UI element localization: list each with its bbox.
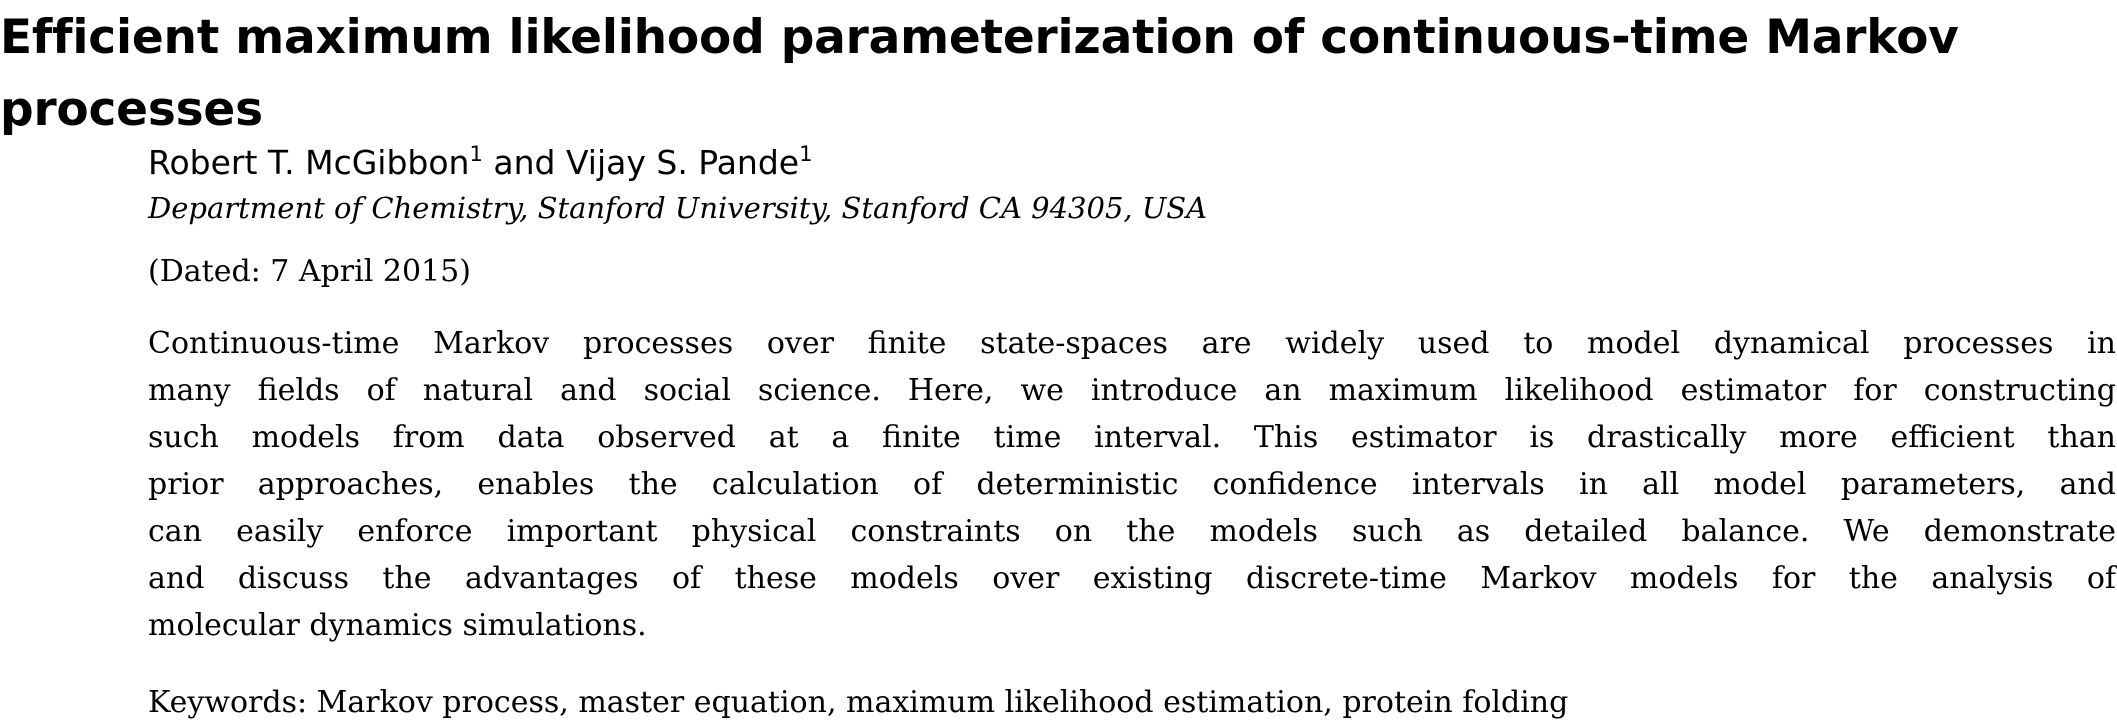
abstract-line: prior approaches, enables the calculatio… (148, 467, 2116, 502)
abstract: Continuous-time Markov processes over fi… (148, 320, 2116, 649)
affiliation-marker: 1 (799, 142, 813, 166)
author-name: Vijay S. Pande (565, 143, 800, 182)
author-list: Robert T. McGibbon1 and Vijay S. Pande1 (148, 142, 812, 184)
abstract-line: and discuss the advantages of these mode… (148, 561, 2116, 596)
abstract-line: such models from data observed at a fini… (148, 420, 2116, 455)
author-name: Robert T. McGibbon (148, 143, 470, 182)
abstract-line: many fields of natural and social scienc… (148, 373, 2116, 408)
paper-title-line-1: Efficient maximum likelihood parameteriz… (0, 10, 1959, 65)
author-connector: and (493, 143, 556, 182)
keywords: Keywords: Markov process, master equatio… (148, 685, 1569, 720)
date-line: (Dated: 7 April 2015) (148, 254, 471, 289)
affiliation: Department of Chemistry, Stanford Univer… (148, 191, 1208, 225)
affiliation-marker: 1 (469, 142, 483, 166)
abstract-line: can easily enforce important physical co… (148, 514, 2116, 549)
paper-title: Efficient maximum likelihood parameteriz… (0, 2, 2100, 146)
abstract-line: molecular dynamics simulations. (148, 608, 647, 643)
abstract-line: Continuous-time Markov processes over fi… (148, 326, 2116, 361)
paper-title-line-2: processes (0, 82, 263, 137)
